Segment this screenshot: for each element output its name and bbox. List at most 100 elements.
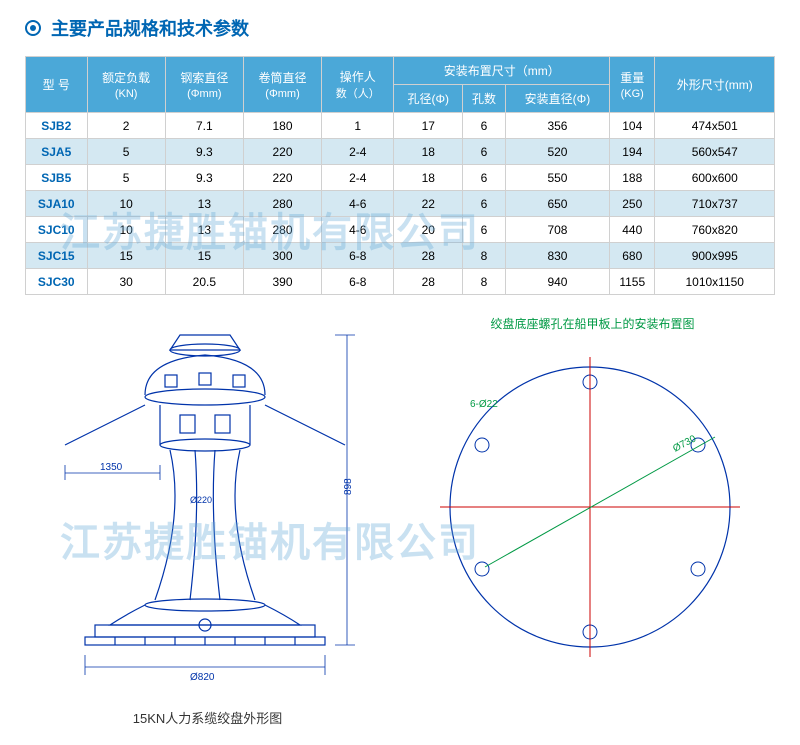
cell-hd: 18	[394, 139, 463, 165]
col-model: 型 号	[26, 57, 88, 113]
cell-wt: 1155	[610, 269, 655, 295]
cell-load: 30	[87, 269, 165, 295]
cell-rope: 20.5	[165, 269, 243, 295]
cell-rope: 13	[165, 217, 243, 243]
bullet-icon	[25, 20, 41, 36]
cell-drum: 180	[243, 113, 321, 139]
dim-820: Ø820	[190, 672, 215, 683]
cell-load: 5	[87, 165, 165, 191]
hole-label: 6-Ø22	[470, 399, 498, 410]
cell-model: SJB5	[26, 165, 88, 191]
dim-220: Ø220	[190, 495, 212, 505]
cell-drum: 280	[243, 191, 321, 217]
section-header: 主要产品规格和技术参数	[25, 15, 775, 41]
col-weight: 重量(KG)	[610, 57, 655, 113]
col-hole-num: 孔数	[463, 85, 506, 113]
cell-od: 474x501	[655, 113, 775, 139]
cell-wt: 188	[610, 165, 655, 191]
right-title: 绞盘底座螺孔在船甲板上的安装布置图	[410, 315, 775, 332]
cell-id: 520	[505, 139, 609, 165]
cell-hn: 6	[463, 113, 506, 139]
cell-hn: 8	[463, 243, 506, 269]
col-rope: 钢索直径(Φmm)	[165, 57, 243, 113]
cell-hd: 17	[394, 113, 463, 139]
col-hole-dia: 孔径(Φ)	[394, 85, 463, 113]
cell-od: 710x737	[655, 191, 775, 217]
cell-hd: 28	[394, 269, 463, 295]
diagrams-row: 1350 Ø220 Ø820 898 15KN人力系缆绞盘外形图 绞盘底座螺孔在…	[25, 315, 775, 727]
cell-id: 356	[505, 113, 609, 139]
cell-hn: 6	[463, 217, 506, 243]
cell-load: 2	[87, 113, 165, 139]
cell-drum: 220	[243, 165, 321, 191]
cell-drum: 280	[243, 217, 321, 243]
cell-hn: 6	[463, 139, 506, 165]
col-load: 额定负载(KN)	[87, 57, 165, 113]
cell-model: SJC15	[26, 243, 88, 269]
cell-model: SJB2	[26, 113, 88, 139]
cell-od: 1010x1150	[655, 269, 775, 295]
cell-od: 600x600	[655, 165, 775, 191]
cell-model: SJA5	[26, 139, 88, 165]
cell-wt: 250	[610, 191, 655, 217]
cell-ops: 6-8	[322, 243, 394, 269]
col-install-group: 安装布置尺寸（mm）	[394, 57, 610, 85]
cell-ops: 4-6	[322, 217, 394, 243]
table-row: SJB559.32202-4186550188600x600	[26, 165, 775, 191]
page-title: 主要产品规格和技术参数	[51, 15, 249, 41]
cell-ops: 4-6	[322, 191, 394, 217]
cell-model: SJA10	[26, 191, 88, 217]
cell-hd: 18	[394, 165, 463, 191]
table-row: SJC1515153006-8288830680900x995	[26, 243, 775, 269]
cell-hd: 22	[394, 191, 463, 217]
cell-drum: 390	[243, 269, 321, 295]
cell-id: 830	[505, 243, 609, 269]
cell-ops: 2-4	[322, 139, 394, 165]
cell-id: 940	[505, 269, 609, 295]
cell-load: 5	[87, 139, 165, 165]
cell-load: 10	[87, 191, 165, 217]
capstan-drawing: 1350 Ø220 Ø820 898 15KN人力系缆绞盘外形图	[25, 315, 390, 727]
cell-wt: 680	[610, 243, 655, 269]
cell-drum: 220	[243, 139, 321, 165]
cell-id: 550	[505, 165, 609, 191]
dim-1350: 1350	[100, 462, 123, 473]
cell-wt: 194	[610, 139, 655, 165]
mounting-drawing: 绞盘底座螺孔在船甲板上的安装布置图 6-Ø2	[410, 315, 775, 727]
cell-wt: 104	[610, 113, 655, 139]
dim-height: 898	[343, 478, 354, 495]
col-ops: 操作人数（人）	[322, 57, 394, 113]
cell-ops: 6-8	[322, 269, 394, 295]
cell-model: SJC10	[26, 217, 88, 243]
specs-table: 型 号 额定负载(KN) 钢索直径(Φmm) 卷筒直径(Φmm) 操作人数（人）…	[25, 56, 775, 295]
cell-model: SJC30	[26, 269, 88, 295]
cell-hn: 6	[463, 191, 506, 217]
table-row: SJA559.32202-4186520194560x547	[26, 139, 775, 165]
cell-load: 15	[87, 243, 165, 269]
cell-rope: 13	[165, 191, 243, 217]
table-row: SJC1010132804-6206708440760x820	[26, 217, 775, 243]
col-outer: 外形尺寸(mm)	[655, 57, 775, 113]
cell-wt: 440	[610, 217, 655, 243]
cell-rope: 9.3	[165, 165, 243, 191]
table-row: SJC303020.53906-828894011551010x1150	[26, 269, 775, 295]
left-caption: 15KN人力系缆绞盘外形图	[25, 708, 390, 727]
col-drum: 卷筒直径(Φmm)	[243, 57, 321, 113]
cell-rope: 9.3	[165, 139, 243, 165]
cell-id: 650	[505, 191, 609, 217]
cell-od: 900x995	[655, 243, 775, 269]
cell-id: 708	[505, 217, 609, 243]
cell-hd: 20	[394, 217, 463, 243]
cell-hn: 6	[463, 165, 506, 191]
cell-od: 560x547	[655, 139, 775, 165]
cell-hd: 28	[394, 243, 463, 269]
table-row: SJA1010132804-6226650250710x737	[26, 191, 775, 217]
col-install-dia: 安装直径(Φ)	[505, 85, 609, 113]
cell-ops: 1	[322, 113, 394, 139]
cell-hn: 8	[463, 269, 506, 295]
cell-rope: 15	[165, 243, 243, 269]
table-row: SJB227.11801176356104474x501	[26, 113, 775, 139]
cell-drum: 300	[243, 243, 321, 269]
cell-rope: 7.1	[165, 113, 243, 139]
cell-od: 760x820	[655, 217, 775, 243]
